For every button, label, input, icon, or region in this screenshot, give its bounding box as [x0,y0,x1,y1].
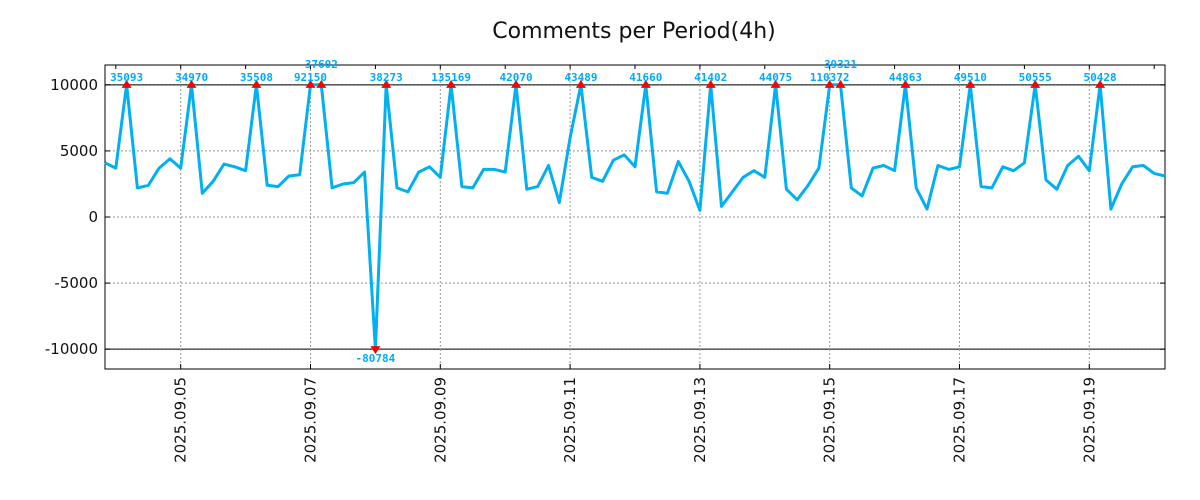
clipped-high-marker [251,79,262,88]
clipped-high-marker [1095,79,1106,88]
data-label: 43489 [564,71,597,84]
data-label: 50555 [1019,71,1052,84]
data-label: 37602 [305,58,338,71]
x-tick-label: 2025.09.07 [302,377,320,463]
data-label: 39321 [824,58,857,71]
data-label: 135169 [431,71,471,84]
clipped-high-marker [446,79,457,88]
data-label: 110372 [810,71,850,84]
clipped-high-marker [511,79,522,88]
data-label: 44863 [889,71,922,84]
plot-frame [104,64,1166,370]
data-label: 35508 [240,71,273,84]
y-tick-label: 5000 [60,142,98,160]
clipped-high-marker [121,79,132,88]
grid [105,65,1165,369]
clipped-high-marker [705,79,716,88]
x-tick-label: 2025.09.15 [821,377,839,463]
chart-title: Comments per Period(4h) [492,19,776,44]
axes: -10000 -5000 0 5000 10000 2025.09.05 2025.09.0… [45,64,1166,463]
clipped-high-marker [900,79,911,88]
x-tick-label: 2025.09.05 [172,377,190,463]
data-label: 38273 [370,71,403,84]
clipped-high-marker [835,79,846,88]
clipped-high-marker [186,79,197,88]
data-label: 41402 [694,71,727,84]
data-label: 41660 [629,71,662,84]
clipped-high-marker [381,79,392,88]
x-tick-label: 2025.09.09 [431,377,449,463]
clipped-high-marker [575,79,586,88]
clipped-high-marker [770,79,781,88]
data-label: 50428 [1084,71,1117,84]
clipped-high-marker [824,79,835,88]
data-label: 92150 [294,71,327,84]
clipped-high-marker [316,79,327,88]
data-label: 44075 [759,71,792,84]
x-tick-label: 2025.09.17 [950,377,968,463]
clipped-low-marker [370,346,381,355]
x-tick-label: 2025.09.19 [1080,377,1098,463]
clipped-high-marker [965,79,976,88]
y-tick-label: -10000 [45,340,98,358]
clipped-high-marker [1030,79,1041,88]
series-line [104,83,1166,351]
x-tick-label: 2025.09.13 [691,377,709,463]
data-label: 42070 [499,71,532,84]
data-label: 34970 [175,71,208,84]
data-label: 35093 [110,71,143,84]
clipped-high-marker [305,79,316,88]
y-tick-label: 10000 [50,76,98,94]
x-tick-label: 2025.09.11 [561,377,579,463]
y-tick-label: -5000 [54,274,98,292]
data-label: -80784 [356,352,396,365]
y-tick-label: 0 [88,208,98,226]
clipped-high-marker [640,79,651,88]
data-label: 49510 [954,71,987,84]
